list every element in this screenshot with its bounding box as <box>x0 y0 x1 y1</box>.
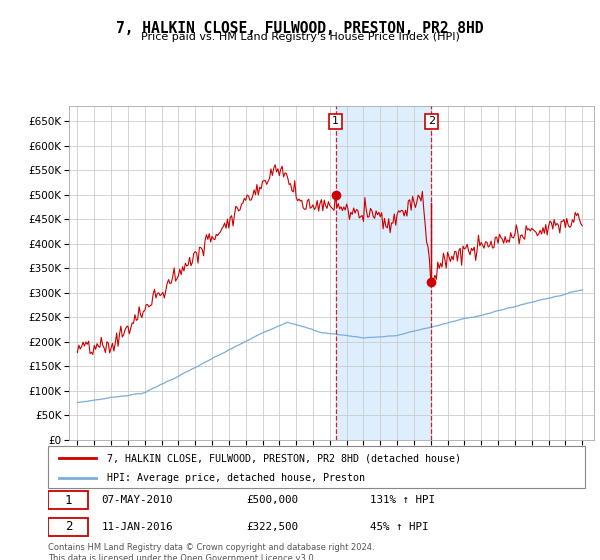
Text: £322,500: £322,500 <box>247 522 299 532</box>
Text: £500,000: £500,000 <box>247 495 299 505</box>
Text: 2: 2 <box>65 520 72 533</box>
Text: 2: 2 <box>428 116 435 127</box>
Text: HPI: Average price, detached house, Preston: HPI: Average price, detached house, Pres… <box>107 473 365 483</box>
FancyBboxPatch shape <box>48 518 88 536</box>
FancyBboxPatch shape <box>48 446 585 488</box>
Text: 131% ↑ HPI: 131% ↑ HPI <box>370 495 435 505</box>
Text: 45% ↑ HPI: 45% ↑ HPI <box>370 522 428 532</box>
Text: Price paid vs. HM Land Registry's House Price Index (HPI): Price paid vs. HM Land Registry's House … <box>140 32 460 43</box>
Text: 7, HALKIN CLOSE, FULWOOD, PRESTON, PR2 8HD: 7, HALKIN CLOSE, FULWOOD, PRESTON, PR2 8… <box>116 21 484 36</box>
Text: 07-MAY-2010: 07-MAY-2010 <box>102 495 173 505</box>
Text: 1: 1 <box>332 116 339 127</box>
Text: Contains HM Land Registry data © Crown copyright and database right 2024.
This d: Contains HM Land Registry data © Crown c… <box>48 543 374 560</box>
Bar <box>336 106 431 440</box>
FancyBboxPatch shape <box>48 491 88 510</box>
Text: 11-JAN-2016: 11-JAN-2016 <box>102 522 173 532</box>
Text: 7, HALKIN CLOSE, FULWOOD, PRESTON, PR2 8HD (detached house): 7, HALKIN CLOSE, FULWOOD, PRESTON, PR2 8… <box>107 453 461 463</box>
Text: 1: 1 <box>65 494 72 507</box>
